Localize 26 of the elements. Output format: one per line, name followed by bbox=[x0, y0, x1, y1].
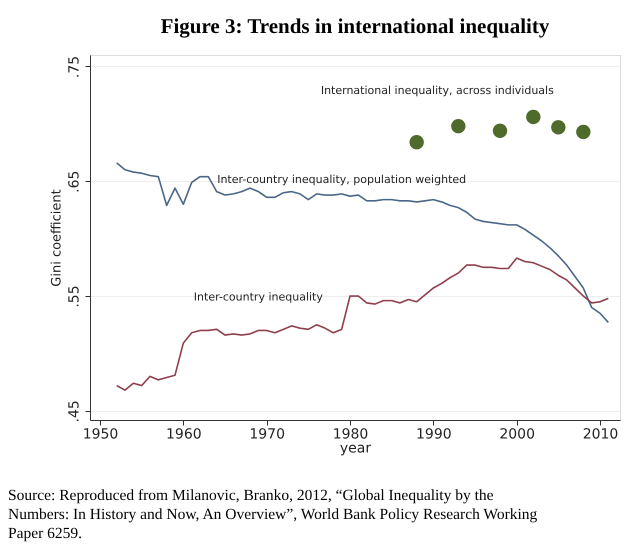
x-tick-label: 1950 bbox=[82, 426, 118, 442]
text: Inter-country inequality bbox=[194, 290, 324, 304]
x-tick-label: 1990 bbox=[416, 426, 452, 442]
x-tick-label: 2000 bbox=[499, 426, 535, 442]
x-tick-label: 1970 bbox=[249, 426, 285, 442]
point bbox=[450, 118, 466, 134]
x-tick-label: 1960 bbox=[166, 426, 202, 442]
point bbox=[492, 122, 508, 139]
point bbox=[525, 109, 542, 125]
point bbox=[550, 119, 566, 136]
line-series bbox=[116, 162, 610, 324]
y-tick-label: .75 bbox=[66, 56, 82, 78]
x-tick-label: 2010 bbox=[582, 426, 618, 442]
line-series bbox=[116, 257, 610, 391]
y-axis-title: Gini coefficient bbox=[50, 189, 64, 287]
point bbox=[408, 134, 425, 150]
source-note: Source: Reproduced from Milanovic, Branko, 2012, “Global Inequality by the Numbers: In History and Now, An Overview”, World Bank Policy Research Working Paper 6259. bbox=[8, 487, 538, 542]
x-tick-label: 1980 bbox=[332, 426, 368, 442]
y-tick-label: .65 bbox=[66, 170, 82, 193]
chart-title: Figure 3: Trends in international inequality bbox=[160, 14, 550, 38]
series-label: Inter-country inequality, population weighted bbox=[217, 172, 466, 186]
x-axis-title: year bbox=[340, 440, 372, 456]
y-tick-label: .55 bbox=[66, 285, 82, 308]
series-label: International inequality, across individuals bbox=[320, 84, 554, 98]
point bbox=[575, 124, 592, 140]
y-tick-label: .45 bbox=[66, 400, 82, 422]
